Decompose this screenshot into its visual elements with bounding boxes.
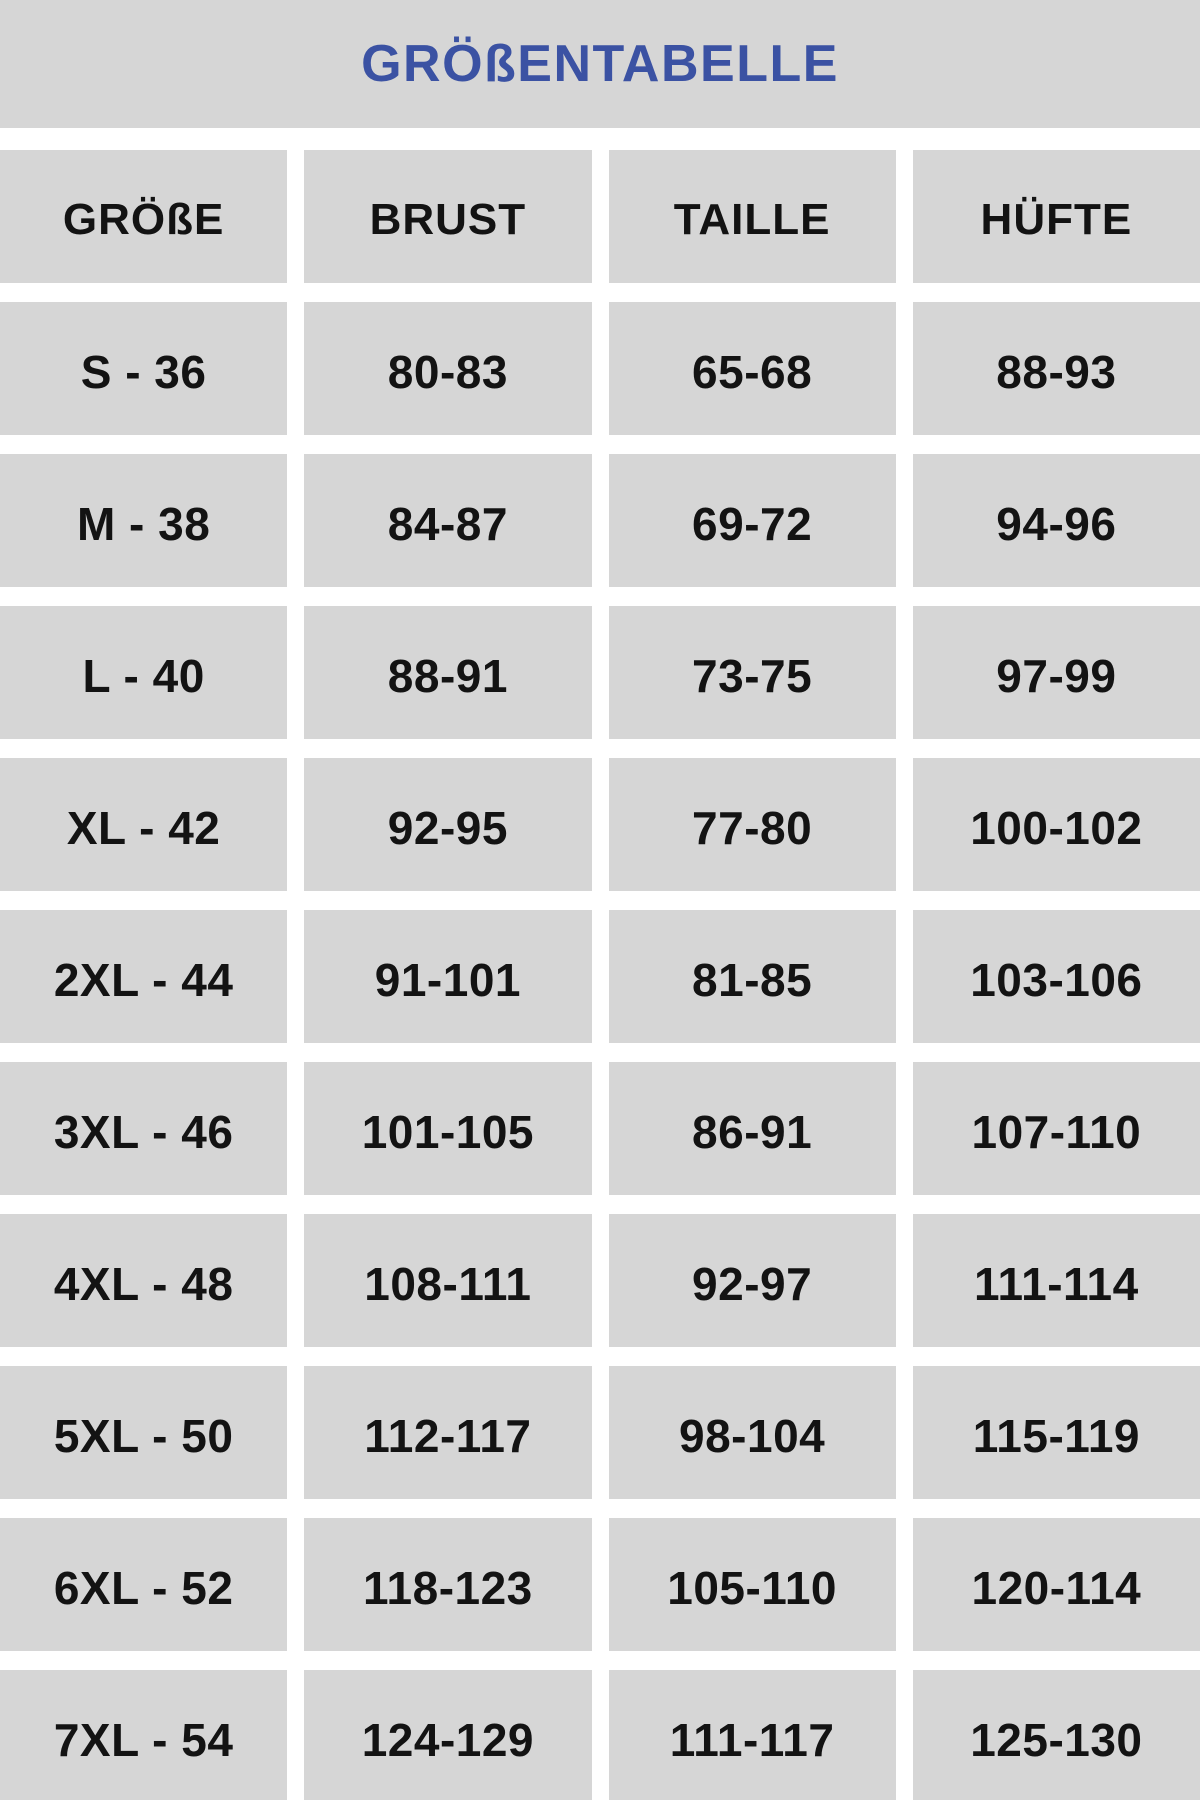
huefte-cell: 125-130 <box>912 1670 1200 1800</box>
huefte-cell: 107-110 <box>912 1062 1200 1195</box>
taille-cell: 98-104 <box>608 1366 896 1499</box>
size-table: GRÖßE BRUST TAILLE HÜFTE S - 36 80-83 65… <box>0 150 1200 1800</box>
huefte-cell: 94-96 <box>912 454 1200 587</box>
page-title: GRÖßENTABELLE <box>361 35 839 93</box>
taille-cell: 92-97 <box>608 1214 896 1347</box>
size-cell: M - 38 <box>0 454 288 587</box>
brust-cell: 88-91 <box>304 606 592 739</box>
brust-cell: 108-111 <box>304 1214 592 1347</box>
huefte-cell: 88-93 <box>912 302 1200 435</box>
column-header-groesse: GRÖßE <box>0 150 288 283</box>
size-cell: 6XL - 52 <box>0 1518 288 1651</box>
size-cell: 2XL - 44 <box>0 910 288 1043</box>
taille-cell: 73-75 <box>608 606 896 739</box>
taille-cell: 111-117 <box>608 1670 896 1800</box>
column-header-huefte: HÜFTE <box>912 150 1200 283</box>
brust-cell: 92-95 <box>304 758 592 891</box>
brust-cell: 124-129 <box>304 1670 592 1800</box>
brust-cell: 84-87 <box>304 454 592 587</box>
taille-cell: 105-110 <box>608 1518 896 1651</box>
column-header-taille: TAILLE <box>608 150 896 283</box>
brust-cell: 112-117 <box>304 1366 592 1499</box>
taille-cell: 81-85 <box>608 910 896 1043</box>
brust-cell: 91-101 <box>304 910 592 1043</box>
size-cell: 7XL - 54 <box>0 1670 288 1800</box>
taille-cell: 65-68 <box>608 302 896 435</box>
huefte-cell: 115-119 <box>912 1366 1200 1499</box>
huefte-cell: 120-114 <box>912 1518 1200 1651</box>
size-cell: 3XL - 46 <box>0 1062 288 1195</box>
taille-cell: 69-72 <box>608 454 896 587</box>
size-cell: 4XL - 48 <box>0 1214 288 1347</box>
brust-cell: 101-105 <box>304 1062 592 1195</box>
title-band: GRÖßENTABELLE <box>0 0 1200 128</box>
brust-cell: 118-123 <box>304 1518 592 1651</box>
size-cell: S - 36 <box>0 302 288 435</box>
brust-cell: 80-83 <box>304 302 592 435</box>
taille-cell: 86-91 <box>608 1062 896 1195</box>
size-cell: L - 40 <box>0 606 288 739</box>
size-cell: XL - 42 <box>0 758 288 891</box>
huefte-cell: 111-114 <box>912 1214 1200 1347</box>
huefte-cell: 97-99 <box>912 606 1200 739</box>
column-header-brust: BRUST <box>304 150 592 283</box>
huefte-cell: 103-106 <box>912 910 1200 1043</box>
size-cell: 5XL - 50 <box>0 1366 288 1499</box>
huefte-cell: 100-102 <box>912 758 1200 891</box>
taille-cell: 77-80 <box>608 758 896 891</box>
